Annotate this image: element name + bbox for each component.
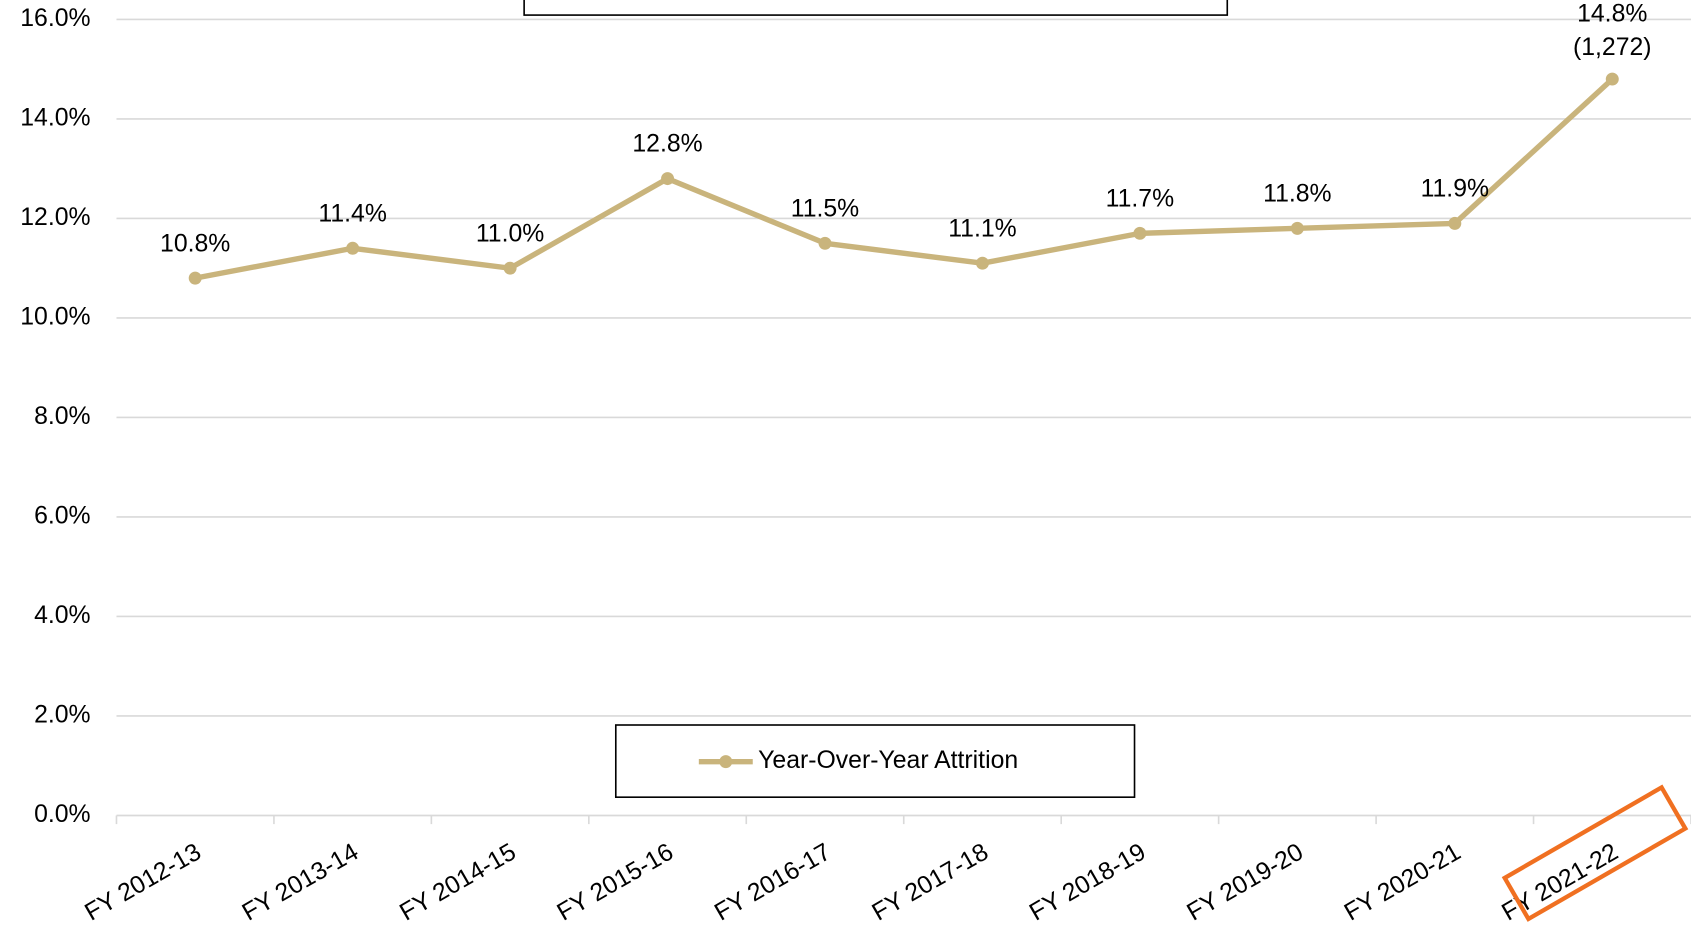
point	[1448, 216, 1462, 230]
annotation: (1,272)	[1573, 34, 1652, 61]
y-tick-label: 10.0%	[20, 303, 90, 330]
y-tick-label: 0.0%	[34, 801, 91, 828]
legend-marker	[719, 755, 733, 769]
point	[503, 261, 517, 275]
y-tick-label: 14.0%	[20, 104, 90, 131]
y-tick-label: 6.0%	[34, 503, 91, 530]
data-label: 10.8%	[160, 230, 230, 257]
y-tick-label: 16.0%	[20, 5, 90, 32]
data-label: 11.7%	[1106, 186, 1174, 213]
point	[188, 271, 202, 285]
x-tick-label: FY 2013-14	[238, 838, 364, 926]
data-label: 11.9%	[1421, 176, 1489, 203]
x-tick-label: FY 2020-21	[1340, 839, 1465, 927]
y-tick-label: 4.0%	[34, 602, 91, 629]
data-label: 11.8%	[1263, 181, 1331, 208]
point	[346, 241, 360, 255]
data-label: 11.0%	[476, 220, 544, 247]
x-tick-label: FY 2014-15	[395, 839, 520, 927]
point	[975, 256, 989, 270]
y-tick-label: 2.0%	[34, 702, 91, 729]
title-box	[523, 0, 1229, 16]
data-label: 11.4%	[318, 200, 386, 227]
x-tick-label: FY 2017-18	[868, 839, 993, 927]
y-tick-label: 12.0%	[20, 204, 90, 231]
line	[194, 77, 1615, 281]
data-label: 12.8%	[632, 131, 702, 158]
highlight-box	[1501, 784, 1689, 922]
data-label: 14.8%	[1577, 1, 1647, 28]
point	[1133, 226, 1147, 240]
y-tick-label: 8.0%	[34, 403, 91, 430]
x-tick-label: FY 2015-16	[553, 839, 678, 927]
x-tick-label: FY 2019-20	[1183, 839, 1308, 927]
data-label: 11.5%	[791, 195, 859, 222]
point	[661, 172, 675, 186]
x-tick-label: FY 2012-13	[80, 839, 205, 927]
data-label: 11.1%	[948, 215, 1016, 242]
legend-label: Year-Over-Year Attrition	[758, 747, 1018, 774]
x-tick-label: FY 2018-19	[1025, 839, 1150, 927]
x-tick-label: FY 2021-22	[1498, 839, 1623, 927]
point	[1605, 72, 1619, 86]
point	[818, 236, 832, 250]
point	[1290, 221, 1304, 235]
x-tick-label: FY 2016-17	[710, 839, 835, 927]
